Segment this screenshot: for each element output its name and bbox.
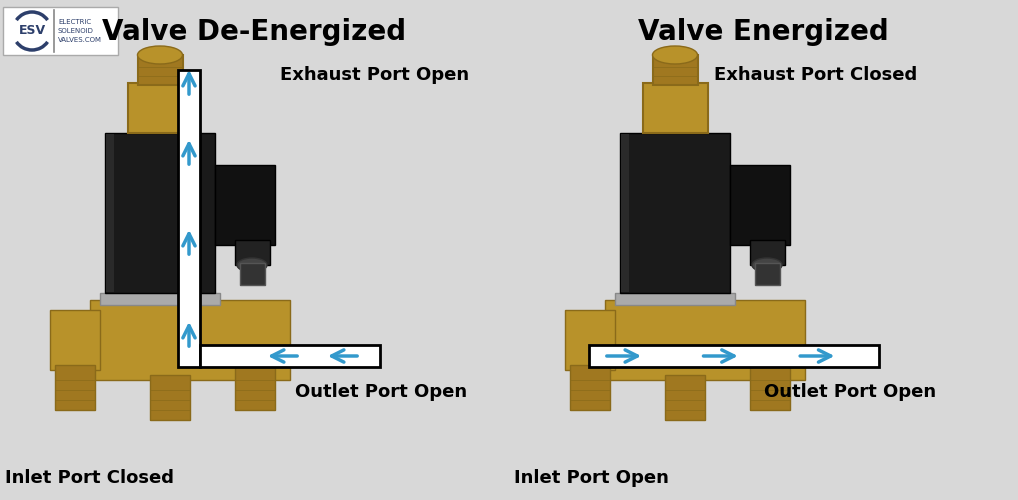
Ellipse shape [137, 46, 182, 64]
Bar [55, 365, 95, 410]
Bar [565, 310, 615, 370]
Bar [138, 55, 183, 85]
Ellipse shape [752, 258, 782, 272]
Bar [240, 263, 265, 285]
Bar [3, 7, 118, 55]
Bar [106, 134, 114, 292]
Bar [589, 345, 879, 367]
Bar [105, 133, 215, 293]
Text: ESV: ESV [18, 24, 46, 38]
Text: Valve Energized: Valve Energized [637, 18, 889, 46]
Bar [730, 165, 790, 245]
Bar [235, 365, 275, 410]
Text: Exhaust Port Closed: Exhaust Port Closed [714, 66, 917, 84]
Text: Inlet Port Closed: Inlet Port Closed [5, 469, 174, 487]
Bar [100, 293, 220, 305]
Bar [665, 375, 705, 420]
Text: Exhaust Port Open: Exhaust Port Open [280, 66, 469, 84]
Bar [643, 83, 708, 133]
Bar [755, 263, 780, 285]
Bar [128, 83, 193, 133]
Text: Valve De-Energized: Valve De-Energized [102, 18, 406, 46]
Bar [570, 365, 610, 410]
Bar [0, 0, 509, 500]
Bar [215, 165, 275, 245]
Bar [200, 345, 380, 367]
Bar [605, 300, 805, 380]
Bar [235, 240, 270, 265]
Ellipse shape [237, 258, 267, 272]
Bar [150, 375, 190, 420]
Bar [750, 365, 790, 410]
Bar [653, 55, 698, 85]
Bar [620, 133, 730, 293]
Bar [178, 70, 200, 367]
Bar [90, 300, 290, 380]
Text: Inlet Port Open: Inlet Port Open [514, 469, 669, 487]
Bar [750, 240, 785, 265]
Bar [615, 293, 735, 305]
Bar [509, 0, 1018, 500]
Bar [50, 310, 100, 370]
Bar [621, 134, 629, 292]
Text: Outlet Port Open: Outlet Port Open [764, 383, 937, 401]
Ellipse shape [653, 46, 697, 64]
Text: ELECTRIC
SOLENOID
VALVES.COM: ELECTRIC SOLENOID VALVES.COM [58, 20, 102, 42]
Text: Outlet Port Open: Outlet Port Open [295, 383, 467, 401]
